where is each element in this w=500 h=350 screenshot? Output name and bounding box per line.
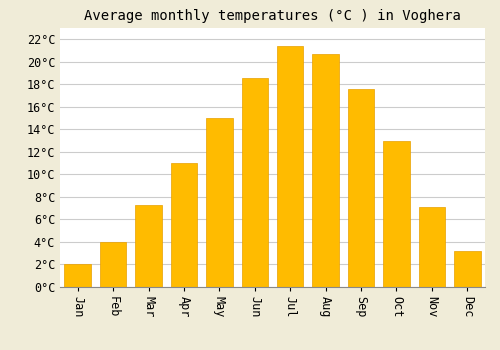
- Bar: [277, 46, 303, 287]
- Bar: [454, 251, 480, 287]
- Bar: [136, 205, 162, 287]
- Bar: [206, 118, 233, 287]
- Bar: [418, 207, 445, 287]
- Bar: [383, 141, 409, 287]
- Bar: [348, 89, 374, 287]
- Bar: [170, 163, 197, 287]
- Bar: [64, 265, 91, 287]
- Title: Average monthly temperatures (°C ) in Voghera: Average monthly temperatures (°C ) in Vo…: [84, 9, 461, 23]
- Bar: [312, 54, 339, 287]
- Bar: [100, 242, 126, 287]
- Bar: [242, 78, 268, 287]
